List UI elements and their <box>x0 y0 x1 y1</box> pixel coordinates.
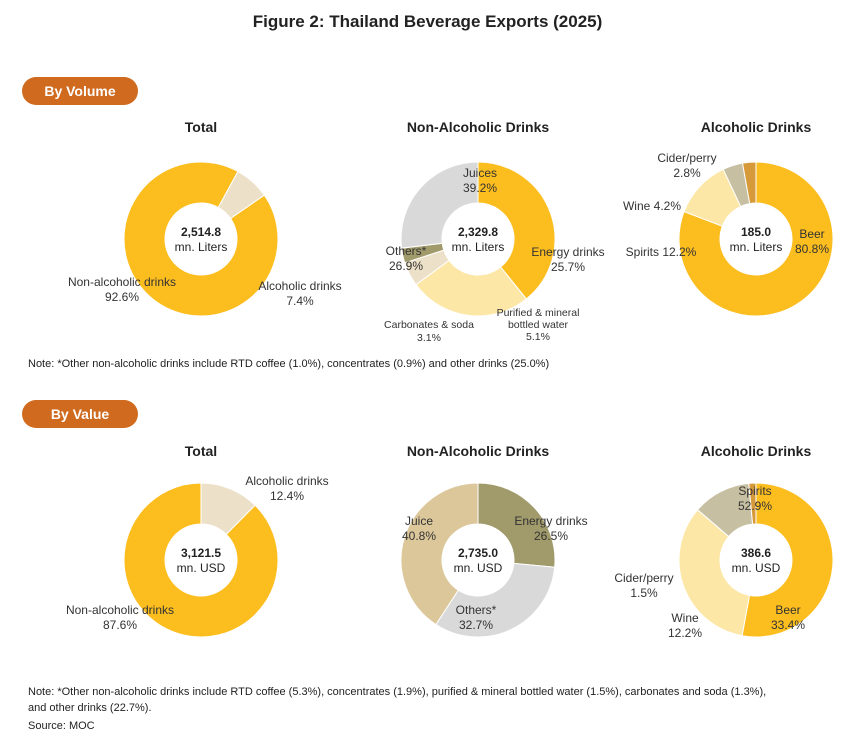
center-value: 2,329.8 <box>458 225 498 239</box>
label-energy-drinks-pct: 26.5% <box>534 529 568 543</box>
label-beer-name: Beer <box>775 603 800 617</box>
slice-energy-drinks <box>477 482 556 568</box>
note-value-line1: Note: *Other non-alcoholic drinks includ… <box>28 686 767 698</box>
slice-cider-perry <box>741 161 757 205</box>
label-beer-pct: 33.4% <box>771 618 805 632</box>
donut-vol-nonalc: Non-Alcoholic Drinks 2,329.8mn. Liters Jui… <box>384 119 605 344</box>
label-wine-name: Wine <box>671 611 699 625</box>
label-alcoholic-drinks-name: Alcoholic drinks <box>245 474 328 488</box>
chart-title: Alcoholic Drinks <box>701 119 812 135</box>
center-value: 2,514.8 <box>181 225 221 239</box>
note-volume: Note: *Other non-alcoholic drinks includ… <box>28 358 550 370</box>
label-juice-name: Juice <box>405 514 433 528</box>
label-purified-mineral-bottled-water-name-1: Purified & mineral <box>497 307 580 319</box>
section-badge-value: By Value <box>22 400 138 428</box>
label-alcoholic-drinks-name: Alcoholic drinks <box>258 279 341 293</box>
note-value-line2: and other drinks (22.7%). <box>28 702 152 714</box>
center-value: 386.6 <box>741 546 771 560</box>
label-cider-perry-name: Cider/perry <box>657 151 716 165</box>
chart-title: Non-Alcoholic Drinks <box>407 443 550 459</box>
chart-title: Non-Alcoholic Drinks <box>407 119 550 135</box>
label-juices-pct: 39.2% <box>463 181 497 195</box>
slice-juice <box>400 482 479 626</box>
label-non-alcoholic-drinks-pct: 87.6% <box>103 618 137 632</box>
label-non-alcoholic-drinks-name: Non-alcoholic drinks <box>68 275 176 289</box>
slice-energy-drinks <box>415 259 528 317</box>
label-juice-pct: 40.8% <box>402 529 436 543</box>
label-wine-pct: 12.2% <box>668 626 702 640</box>
slice-beer <box>678 161 834 317</box>
label-non-alcoholic-drinks-name: Non-alcoholic drinks <box>66 603 174 617</box>
donut-val-total: Total 3,121.5mn. USD Alcoholic drinks12.4%… <box>66 443 329 638</box>
source-note: Source: MOC <box>28 720 95 732</box>
label-purified-mineral-bottled-water-pct: 5.1% <box>526 331 550 343</box>
label-spirits-pct: 52.9% <box>738 499 772 513</box>
slice-others <box>400 161 479 249</box>
label-alcoholic-drinks-pct: 12.4% <box>270 489 304 503</box>
label-cider-perry-name: Cider/perry <box>614 571 673 585</box>
label-energy-drinks-pct: 25.7% <box>551 260 585 274</box>
center-unit: mn. Liters <box>452 240 505 254</box>
slice-non-alcoholic-drinks <box>123 482 279 638</box>
donut-vol-alc: Alcoholic Drinks 185.0mn. Liters Beer80.8%… <box>623 119 834 317</box>
donut-val-nonalc: Non-Alcoholic Drinks 2,735.0mn. USD Energy… <box>400 443 588 638</box>
slice-non-alcoholic-drinks <box>123 161 279 317</box>
label-cider-perry-pct: 2.8% <box>673 166 701 180</box>
slice-spirits <box>741 482 834 638</box>
chart-title: Alcoholic Drinks <box>701 443 812 459</box>
donut-val-alc: Alcoholic Drinks 386.6mn. USD Spirits52.9%… <box>614 443 834 640</box>
label-alcoholic-drinks-pct: 7.4% <box>286 294 314 308</box>
label-spirits-name: Spirits <box>738 484 771 498</box>
label-wine: Wine 4.2% <box>623 199 681 213</box>
center-unit: mn. Liters <box>730 240 783 254</box>
label-non-alcoholic-drinks-pct: 92.6% <box>105 290 139 304</box>
center-value: 185.0 <box>741 225 771 239</box>
center-unit: mn. USD <box>732 561 781 575</box>
center-value: 3,121.5 <box>181 546 221 560</box>
donut-vol-total: Total 2,514.8mn. Liters Alcoholic drinks7.… <box>68 119 342 317</box>
center-unit: mn. USD <box>177 561 226 575</box>
slice-beer <box>678 509 751 637</box>
slice-juices <box>477 161 556 300</box>
figure-title: Figure 2: Thailand Beverage Exports (202… <box>252 12 603 31</box>
section-badge-volume: By Volume <box>22 77 138 105</box>
label-others-name: Others* <box>386 244 427 258</box>
label-carbonates-soda-name: Carbonates & soda <box>384 319 474 331</box>
center-value: 2,735.0 <box>458 546 498 560</box>
label-carbonates-soda-pct: 3.1% <box>417 332 441 344</box>
center-unit: mn. USD <box>454 561 503 575</box>
label-energy-drinks-name: Energy drinks <box>531 245 604 259</box>
label-others-pct: 32.7% <box>459 618 493 632</box>
label-beer-name: Beer <box>799 227 824 241</box>
label-cider-perry-pct: 1.5% <box>630 586 658 600</box>
label-energy-drinks-name: Energy drinks <box>514 514 587 528</box>
label-others-name: Others* <box>456 603 497 617</box>
slice-others <box>435 562 556 638</box>
label-juices-name: Juices <box>463 166 497 180</box>
center-unit: mn. Liters <box>175 240 228 254</box>
chart-title: Total <box>185 443 217 459</box>
label-purified-mineral-bottled-water-name-2: bottled water <box>508 319 569 331</box>
chart-title: Total <box>185 119 217 135</box>
label-spirits: Spirits 12.2% <box>626 245 697 259</box>
label-others-pct: 26.9% <box>389 259 423 273</box>
slice-cider-perry <box>748 482 757 525</box>
label-beer-pct: 80.8% <box>795 242 829 256</box>
